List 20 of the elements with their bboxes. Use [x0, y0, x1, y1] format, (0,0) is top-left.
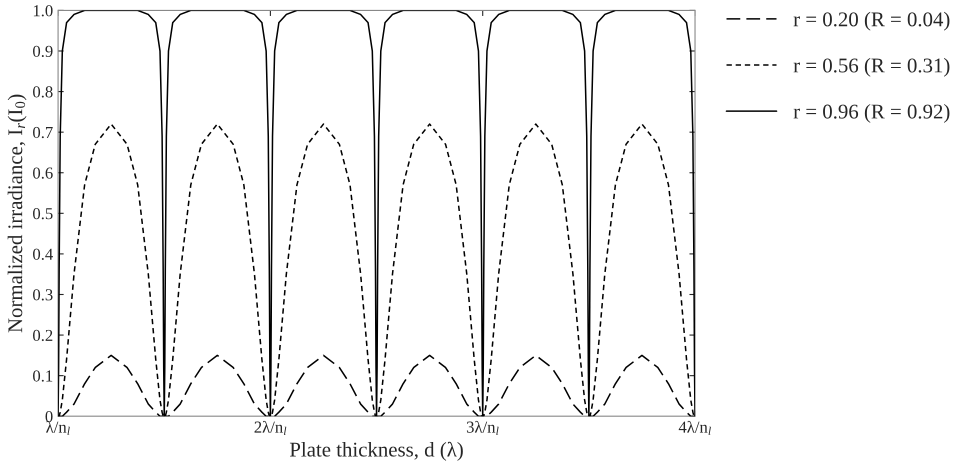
y-tick-label: 0 — [46, 410, 53, 422]
y-axis-title: Normalized irradiance, I$_{r}$(I$_{0}$) — [8, 94, 27, 332]
x-tick-label: 3λ/n$_{l}$ — [466, 420, 499, 435]
y-tick-label: 0.1 — [33, 370, 52, 382]
legend-label: r = 0.96 (R = 0.92) — [794, 104, 950, 123]
x-tick-label: 4λ/n$_{l}$ — [678, 420, 711, 435]
x-axis-title: Plate thickness, d (λ) — [290, 442, 463, 461]
y-tick-label: 0.9 — [33, 46, 53, 58]
legend-label: r = 0.20 (R = 0.04) — [794, 12, 950, 31]
y-tick-label: 0.8 — [33, 86, 53, 98]
y-tick-label: 1.0 — [34, 5, 53, 16]
y-tick-label: 0.5 — [33, 208, 53, 220]
y-tick-label: 0.7 — [33, 126, 53, 138]
y-tick-label: 0.4 — [33, 248, 53, 260]
y-tick-label: 0.2 — [33, 330, 52, 342]
y-tick-label: 0.6 — [33, 167, 53, 179]
y-tick-label: 0.3 — [33, 289, 53, 301]
x-tick-label: λ/n$_{l}$ — [46, 420, 70, 435]
legend-label: r = 0.56 (R = 0.31) — [794, 58, 950, 77]
x-tick-label: 2λ/n$_{l}$ — [254, 420, 286, 435]
